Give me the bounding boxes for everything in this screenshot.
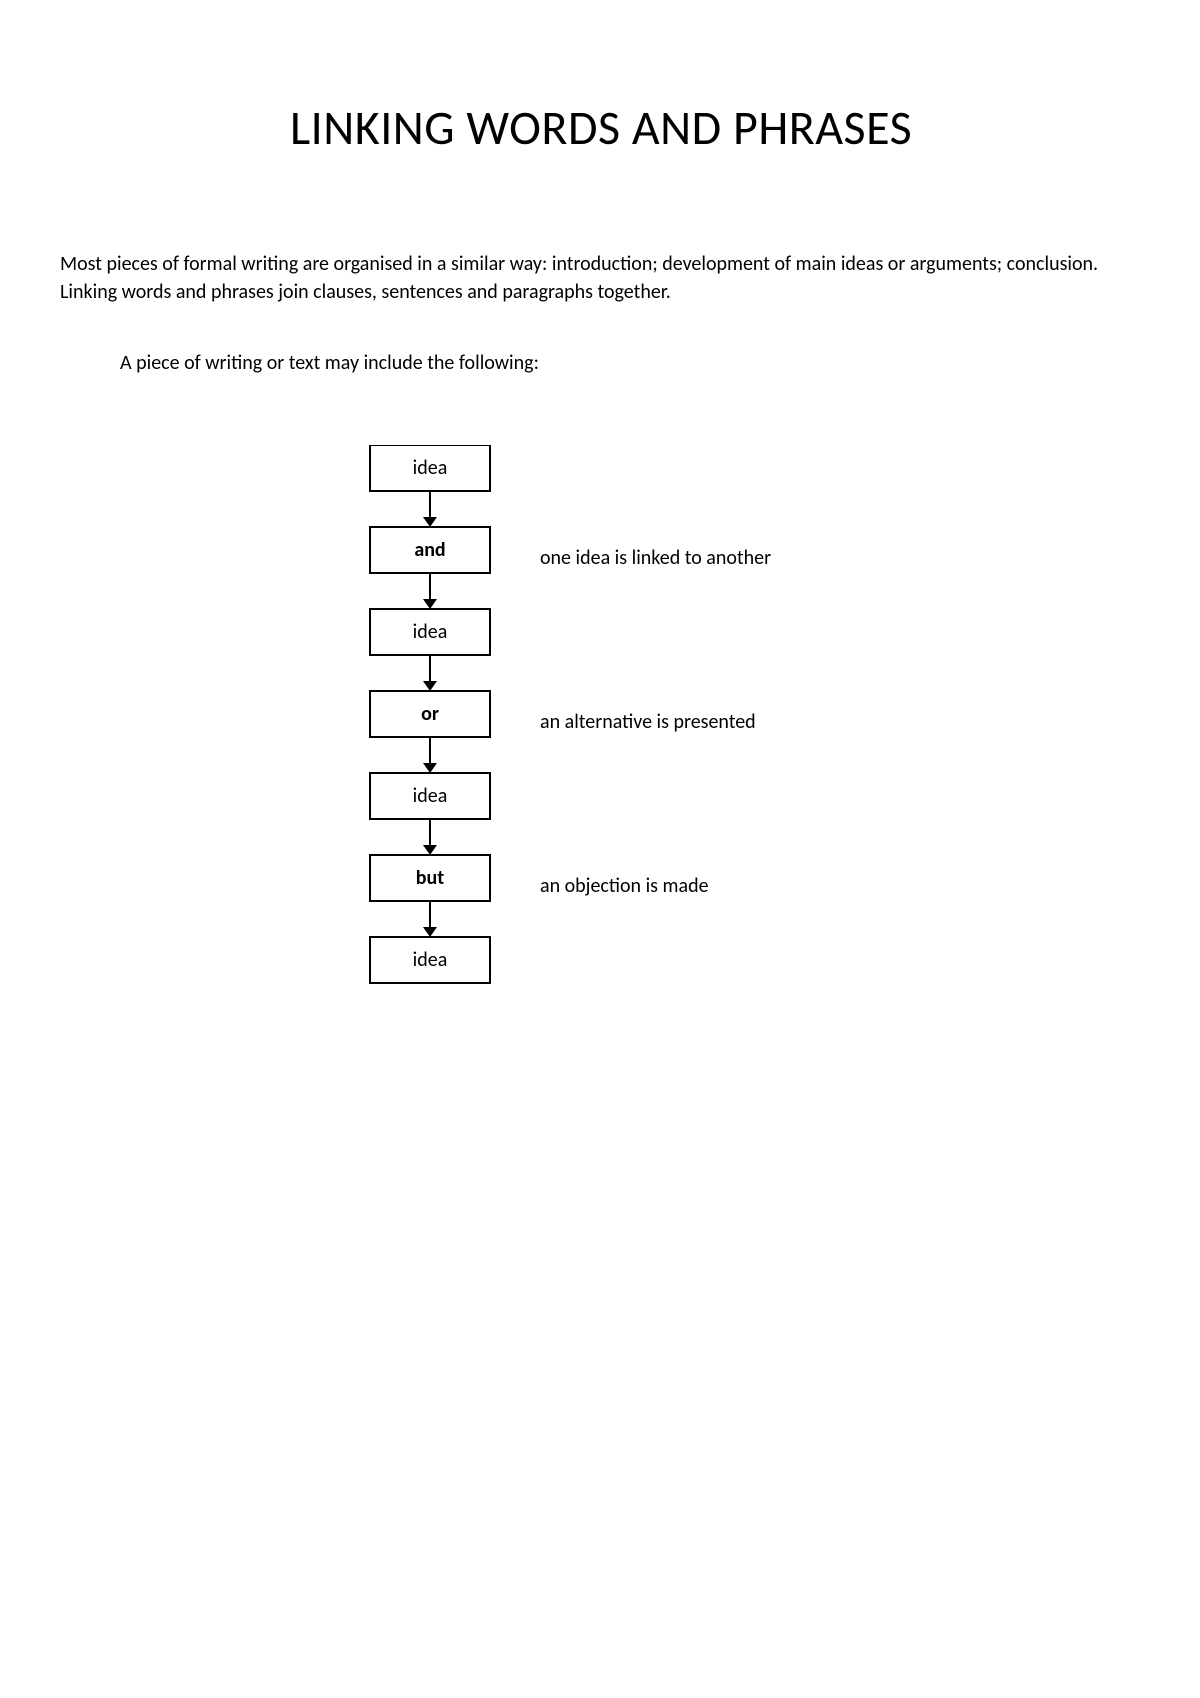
flow-node-1: and	[370, 538, 490, 562]
flow-annotation-1: an alternative is presented	[540, 710, 756, 734]
flow-node-3: or	[370, 702, 490, 726]
flow-annotation-2: an objection is made	[540, 874, 709, 898]
flow-annotation-0: one idea is linked to another	[540, 546, 771, 570]
flowchart: idea and idea or idea but idea one idea is link…	[310, 445, 1010, 1095]
subheading: A piece of writing or text may include t…	[120, 351, 1140, 375]
flow-node-6: idea	[370, 948, 490, 972]
flow-node-0: idea	[370, 456, 490, 480]
flow-node-2: idea	[370, 620, 490, 644]
flow-node-4: idea	[370, 784, 490, 808]
intro-paragraph: Most pieces of formal writing are organi…	[60, 250, 1140, 306]
page-title: LINKING WORDS AND PHRASES	[290, 100, 1140, 155]
flow-node-5: but	[370, 866, 490, 890]
